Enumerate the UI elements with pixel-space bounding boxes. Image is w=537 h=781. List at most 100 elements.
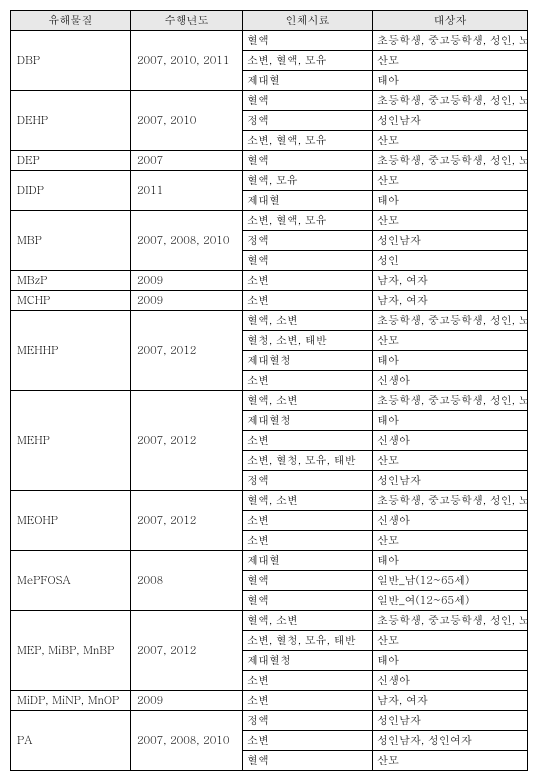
- col-year: 수행년도: [131, 11, 243, 31]
- table-row: MBzP2009소변남자, 여자: [11, 271, 528, 291]
- cell-target: 신생아: [373, 671, 528, 691]
- cell-year: 2007, 2008, 2010: [131, 711, 243, 771]
- cell-target: 일반_여(12~65세): [373, 591, 528, 611]
- table-row: MEP, MiBP, MnBP2007, 2012혈액, 소변초등학생, 중고등…: [11, 611, 528, 631]
- table-row: MCHP2009소변남자, 여자: [11, 291, 528, 311]
- cell-sample: 제대혈청: [243, 651, 373, 671]
- cell-target: 태아: [373, 71, 528, 91]
- cell-year: 2007, 2010, 2011: [131, 31, 243, 91]
- cell-target: 초등학생, 중고등학생, 성인, 노인: [373, 611, 528, 631]
- cell-sample: 혈액: [243, 91, 373, 111]
- cell-substance: PA: [11, 711, 131, 771]
- cell-substance: MePFOSA: [11, 551, 131, 611]
- cell-target: 일반_남(12~65세): [373, 571, 528, 591]
- table-row: DEHP2007, 2010혈액초등학생, 중고등학생, 성인, 노인: [11, 91, 528, 111]
- table-row: DEP2007혈액초등학생, 중고등학생, 성인, 노인: [11, 151, 528, 171]
- cell-sample: 소변: [243, 511, 373, 531]
- cell-sample: 혈액: [243, 751, 373, 771]
- cell-sample: 제대혈: [243, 71, 373, 91]
- cell-target: 태아: [373, 411, 528, 431]
- cell-substance: DEP: [11, 151, 131, 171]
- cell-sample: 혈청, 소변, 태반: [243, 331, 373, 351]
- cell-substance: MEOHP: [11, 491, 131, 551]
- cell-target: 태아: [373, 651, 528, 671]
- cell-target: 태아: [373, 551, 528, 571]
- cell-target: 초등학생, 중고등학생, 성인, 노인: [373, 151, 528, 171]
- cell-substance: MBzP: [11, 271, 131, 291]
- cell-sample: 혈액, 소변: [243, 391, 373, 411]
- cell-target: 산모: [373, 131, 528, 151]
- cell-target: 성인: [373, 251, 528, 271]
- table-body: DBP2007, 2010, 2011혈액초등학생, 중고등학생, 성인, 노인…: [11, 31, 528, 771]
- cell-sample: 혈액, 모유: [243, 171, 373, 191]
- cell-sample: 제대혈청: [243, 351, 373, 371]
- cell-substance: MiDP, MiNP, MnOP: [11, 691, 131, 711]
- cell-year: 2009: [131, 271, 243, 291]
- col-substance: 유해물질: [11, 11, 131, 31]
- cell-target: 초등학생, 중고등학생, 성인, 노인: [373, 311, 528, 331]
- cell-target: 산모: [373, 211, 528, 231]
- cell-target: 성인남자: [373, 711, 528, 731]
- cell-substance: MEHHP: [11, 311, 131, 391]
- cell-year: 2008: [131, 551, 243, 611]
- cell-substance: DEHP: [11, 91, 131, 151]
- cell-sample: 혈액: [243, 251, 373, 271]
- cell-target: 산모: [373, 751, 528, 771]
- cell-sample: 소변, 혈청, 모유, 태반: [243, 631, 373, 651]
- table-row: DIDP2011혈액, 모유산모: [11, 171, 528, 191]
- table-row: MBP2007, 2008, 2010소변, 혈액, 모유산모: [11, 211, 528, 231]
- cell-target: 신생아: [373, 511, 528, 531]
- cell-year: 2007: [131, 151, 243, 171]
- cell-sample: 혈액: [243, 151, 373, 171]
- cell-sample: 정액: [243, 711, 373, 731]
- cell-sample: 혈액: [243, 571, 373, 591]
- table-row: MEHP2007, 2012혈액, 소변초등학생, 중고등학생, 성인, 노인: [11, 391, 528, 411]
- cell-sample: 소변: [243, 371, 373, 391]
- table-row: DBP2007, 2010, 2011혈액초등학생, 중고등학생, 성인, 노인: [11, 31, 528, 51]
- cell-substance: MBP: [11, 211, 131, 271]
- cell-substance: MCHP: [11, 291, 131, 311]
- cell-target: 초등학생, 중고등학생, 성인, 노인: [373, 391, 528, 411]
- cell-substance: MEP, MiBP, MnBP: [11, 611, 131, 691]
- cell-target: 신생아: [373, 431, 528, 451]
- table-row: MEHHP2007, 2012혈액, 소변초등학생, 중고등학생, 성인, 노인: [11, 311, 528, 331]
- cell-year: 2011: [131, 171, 243, 211]
- cell-year: 2007, 2012: [131, 391, 243, 491]
- cell-sample: 소변: [243, 731, 373, 751]
- cell-target: 산모: [373, 531, 528, 551]
- col-sample: 인체시료: [243, 11, 373, 31]
- data-table: 유해물질 수행년도 인체시료 대상자 DBP2007, 2010, 2011혈액…: [10, 10, 528, 771]
- cell-target: 산모: [373, 451, 528, 471]
- col-target: 대상자: [373, 11, 528, 31]
- cell-target: 성인남자: [373, 471, 528, 491]
- cell-sample: 소변, 혈액, 모유: [243, 51, 373, 71]
- cell-target: 산모: [373, 51, 528, 71]
- cell-year: 2009: [131, 691, 243, 711]
- cell-year: 2007, 2008, 2010: [131, 211, 243, 271]
- cell-target: 성인남자, 성인여자: [373, 731, 528, 751]
- cell-sample: 소변: [243, 271, 373, 291]
- cell-sample: 정액: [243, 231, 373, 251]
- cell-target: 산모: [373, 331, 528, 351]
- cell-target: 산모: [373, 631, 528, 651]
- cell-year: 2007, 2010: [131, 91, 243, 151]
- cell-sample: 소변: [243, 671, 373, 691]
- cell-substance: MEHP: [11, 391, 131, 491]
- table-row: MePFOSA2008제대혈태아: [11, 551, 528, 571]
- cell-target: 태아: [373, 191, 528, 211]
- cell-year: 2007, 2012: [131, 491, 243, 551]
- cell-target: 태아: [373, 351, 528, 371]
- cell-substance: DIDP: [11, 171, 131, 211]
- cell-target: 성인남자: [373, 231, 528, 251]
- cell-target: 남자, 여자: [373, 691, 528, 711]
- cell-year: 2009: [131, 291, 243, 311]
- cell-sample: 혈액, 소변: [243, 311, 373, 331]
- cell-target: 남자, 여자: [373, 291, 528, 311]
- table-row: PA2007, 2008, 2010정액성인남자: [11, 711, 528, 731]
- cell-target: 초등학생, 중고등학생, 성인, 노인: [373, 31, 528, 51]
- cell-sample: 소변, 혈액, 모유: [243, 131, 373, 151]
- cell-sample: 소변: [243, 691, 373, 711]
- cell-sample: 혈액: [243, 591, 373, 611]
- cell-sample: 소변: [243, 531, 373, 551]
- cell-sample: 소변: [243, 291, 373, 311]
